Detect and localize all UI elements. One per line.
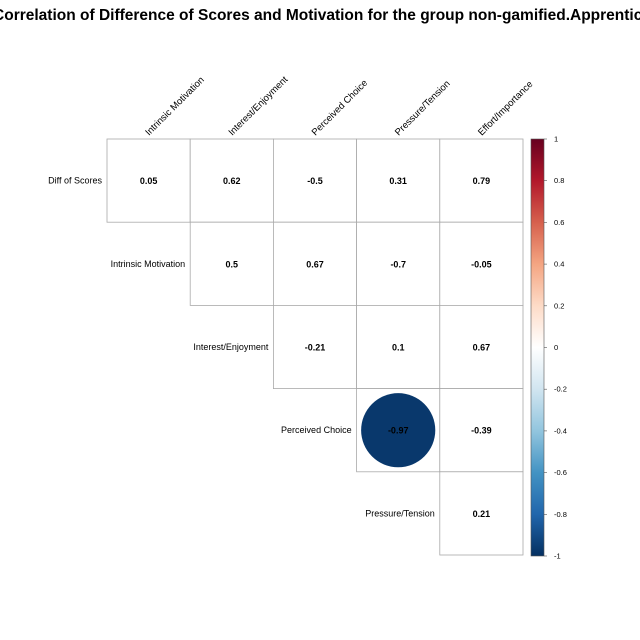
cell-value-label: -0.5: [307, 176, 323, 186]
colorbar-tick-label: -0.2: [554, 385, 567, 394]
cell-value-label: 0.31: [389, 176, 407, 186]
colorbar-tick-label: 0.4: [554, 260, 564, 269]
colorbar-tick-label: -0.4: [554, 426, 567, 435]
colorbar-tick-label: 0.2: [554, 301, 564, 310]
matrix-cell: [439, 138, 524, 223]
column-labels: Intrinsic Motivation Interest/Enjoyment Pe…: [143, 74, 535, 138]
cell-value-label: -0.05: [471, 259, 492, 269]
cell-value-label: -0.7: [390, 259, 406, 269]
cell-value-label: 0.21: [473, 509, 491, 519]
colorbar-tick-label: -0.6: [554, 468, 567, 477]
colorbar-ticks: 1 0.8 0.6 0.4 0.2 0 -0.2 -0.4 -0.6 -0.8 -1: [544, 135, 567, 561]
row-label: Pressure/Tension: [365, 508, 435, 518]
cell-value-label: -0.21: [305, 343, 326, 353]
matrix-cell: [189, 138, 274, 223]
chart-title: Correlation of Difference of Scores and …: [0, 7, 640, 24]
cell-value-label: 0.5: [226, 259, 239, 269]
correlation-circle: [361, 393, 436, 468]
column-label: Pressure/Tension: [393, 78, 453, 138]
colorbar-tick-label: 0.8: [554, 176, 564, 185]
colorbar: 1 0.8 0.6 0.4 0.2 0 -0.2 -0.4 -0.6 -0.8 -1: [530, 135, 567, 561]
matrix-cell: [272, 304, 357, 389]
matrix-cell: [106, 138, 191, 223]
cell-value-label: 0.67: [306, 259, 324, 269]
colorbar-tick-label: 0: [554, 343, 558, 352]
row-label: Interest/Enjoyment: [193, 342, 269, 352]
matrix-cells: 0.05 0.62 -0.5 0.31 0.79 0.5 0.67 -0.7 -0.05 -0.2…: [106, 138, 524, 556]
column-label: Intrinsic Motivation: [143, 75, 206, 138]
row-label: Diff of Scores: [48, 176, 102, 186]
colorbar-gradient: [530, 138, 545, 557]
matrix-cell: [439, 388, 524, 473]
cell-value-label: -0.39: [471, 426, 492, 436]
column-label: Effort/Importance: [476, 79, 535, 138]
row-label: Intrinsic Motivation: [111, 259, 186, 269]
matrix-cell: [272, 138, 357, 223]
colorbar-tick-label: -0.8: [554, 510, 567, 519]
cell-value-label: 0.67: [473, 343, 491, 353]
cell-value-label: 0.1: [392, 343, 405, 353]
cell-value-label: 0.05: [140, 176, 158, 186]
row-label: Perceived Choice: [281, 425, 352, 435]
column-label: Perceived Choice: [310, 78, 370, 138]
matrix-cell: [439, 304, 524, 389]
colorbar-tick-label: 1: [554, 135, 558, 144]
matrix-cell: [356, 221, 441, 306]
row-labels: Diff of Scores Intrinsic Motivation Intere…: [48, 176, 435, 519]
column-label: Interest/Enjoyment: [227, 74, 291, 138]
matrix-cell: [189, 221, 274, 306]
colorbar-tick-label: -1: [554, 552, 561, 561]
cell-value-label: 0.79: [473, 176, 491, 186]
matrix-cell: [356, 138, 441, 223]
cell-value-label: 0.62: [223, 176, 241, 186]
colorbar-tick-label: 0.6: [554, 218, 564, 227]
cell-value-label: -0.97: [388, 426, 409, 436]
matrix-cell: [439, 471, 524, 556]
